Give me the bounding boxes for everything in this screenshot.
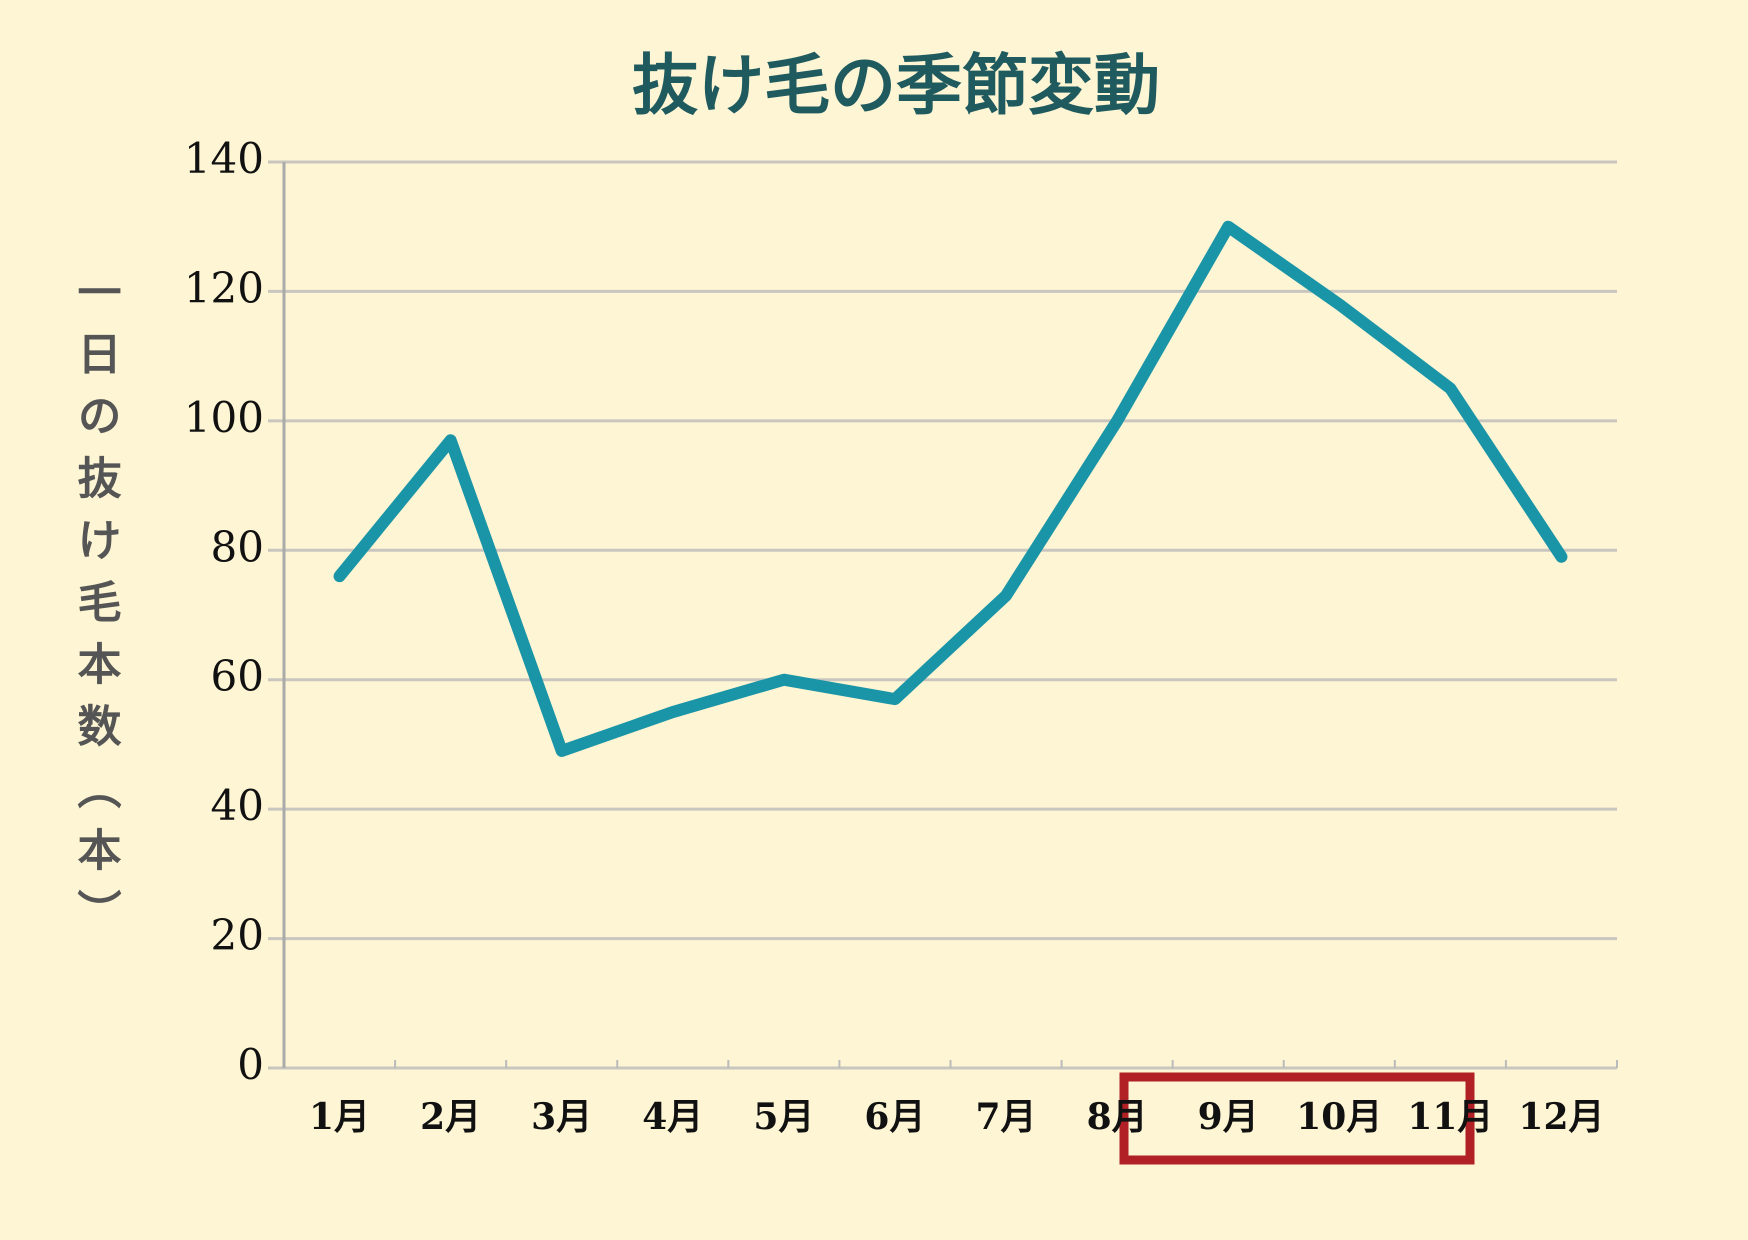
x-tick-label: 4月 — [642, 1096, 703, 1138]
x-tick-label: 6月 — [864, 1096, 925, 1138]
x-tick-label: 5月 — [753, 1096, 814, 1138]
x-tick-label: 8月 — [1087, 1096, 1148, 1138]
y-tick-label: 40 — [211, 781, 264, 830]
x-tick-label: 11月 — [1407, 1096, 1493, 1138]
y-tick-label: 140 — [184, 134, 264, 183]
x-tick-label: 9月 — [1198, 1096, 1259, 1138]
x-tick-label: 2月 — [420, 1096, 481, 1138]
highlight-box — [1119, 1072, 1475, 1165]
x-tick-label: 7月 — [976, 1096, 1037, 1138]
x-tick-label: 3月 — [531, 1096, 592, 1138]
y-tick-label: 20 — [211, 911, 264, 960]
y-tick-label: 120 — [184, 263, 264, 312]
y-tick-label: 0 — [237, 1040, 264, 1089]
data-line — [333, 220, 1568, 757]
chart-title: 抜け毛の季節変動 — [632, 47, 1160, 124]
y-axis-label: 一日の抜け毛本数（本） — [70, 269, 122, 951]
x-tick-label: 12月 — [1518, 1096, 1604, 1138]
x-tick-label: 1月 — [309, 1096, 370, 1138]
y-tick-label: 60 — [211, 652, 264, 701]
y-tick-label: 80 — [211, 522, 264, 571]
x-tick-label: 10月 — [1296, 1096, 1382, 1138]
y-tick-label: 100 — [184, 393, 264, 442]
